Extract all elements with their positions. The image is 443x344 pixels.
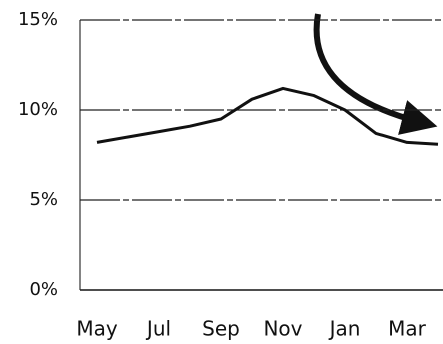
x-tick-label: Nov — [263, 317, 302, 341]
x-tick-label: Jan — [328, 317, 361, 341]
x-tick-label: May — [76, 317, 118, 341]
chart: 0% 5% 10% 15% May Jul Sep Nov Jan Mar — [0, 0, 443, 344]
x-tick-label: Mar — [388, 317, 427, 341]
y-tick-label: 5% — [29, 189, 58, 210]
x-tick-label: Jul — [145, 317, 171, 341]
line-series — [97, 88, 438, 144]
annotation-arrow — [317, 14, 420, 122]
y-tick-label: 0% — [29, 279, 58, 300]
y-tick-label: 10% — [18, 99, 58, 120]
y-tick-label: 15% — [18, 9, 58, 30]
x-tick-label: Sep — [202, 317, 240, 341]
